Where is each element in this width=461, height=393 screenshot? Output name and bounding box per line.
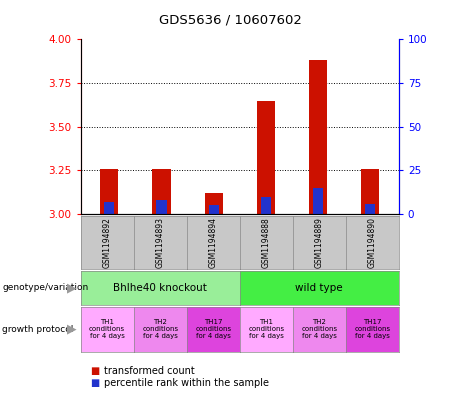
Bar — [156, 200, 166, 214]
Text: TH1
conditions
for 4 days: TH1 conditions for 4 days — [248, 319, 284, 339]
Text: GSM1194893: GSM1194893 — [156, 217, 165, 268]
Bar — [153, 169, 171, 214]
Text: GSM1194888: GSM1194888 — [262, 217, 271, 268]
Bar — [257, 101, 275, 214]
Text: ▶: ▶ — [67, 281, 76, 294]
Text: ▶: ▶ — [67, 323, 76, 336]
Text: TH2
conditions
for 4 days: TH2 conditions for 4 days — [142, 319, 178, 339]
Text: TH1
conditions
for 4 days: TH1 conditions for 4 days — [89, 319, 125, 339]
Text: TH17
conditions
for 4 days: TH17 conditions for 4 days — [195, 319, 231, 339]
Text: Bhlhe40 knockout: Bhlhe40 knockout — [113, 283, 207, 293]
Bar — [361, 169, 379, 214]
Text: ■: ■ — [90, 378, 99, 388]
Text: transformed count: transformed count — [104, 366, 195, 376]
Bar — [313, 188, 323, 214]
Bar — [309, 60, 327, 214]
Text: GDS5636 / 10607602: GDS5636 / 10607602 — [159, 14, 302, 27]
Bar — [209, 206, 219, 214]
Text: ■: ■ — [90, 366, 99, 376]
Bar — [261, 196, 271, 214]
Text: genotype/variation: genotype/variation — [2, 283, 89, 292]
Text: growth protocol: growth protocol — [2, 325, 74, 334]
Text: GSM1194889: GSM1194889 — [315, 217, 324, 268]
Text: GSM1194890: GSM1194890 — [368, 217, 377, 268]
Text: GSM1194892: GSM1194892 — [103, 217, 112, 268]
Bar — [104, 202, 114, 214]
Text: TH2
conditions
for 4 days: TH2 conditions for 4 days — [301, 319, 337, 339]
Text: TH17
conditions
for 4 days: TH17 conditions for 4 days — [354, 319, 390, 339]
Bar — [205, 193, 223, 214]
Text: wild type: wild type — [296, 283, 343, 293]
Text: GSM1194894: GSM1194894 — [209, 217, 218, 268]
Bar — [100, 169, 118, 214]
Text: percentile rank within the sample: percentile rank within the sample — [104, 378, 269, 388]
Bar — [365, 204, 375, 214]
